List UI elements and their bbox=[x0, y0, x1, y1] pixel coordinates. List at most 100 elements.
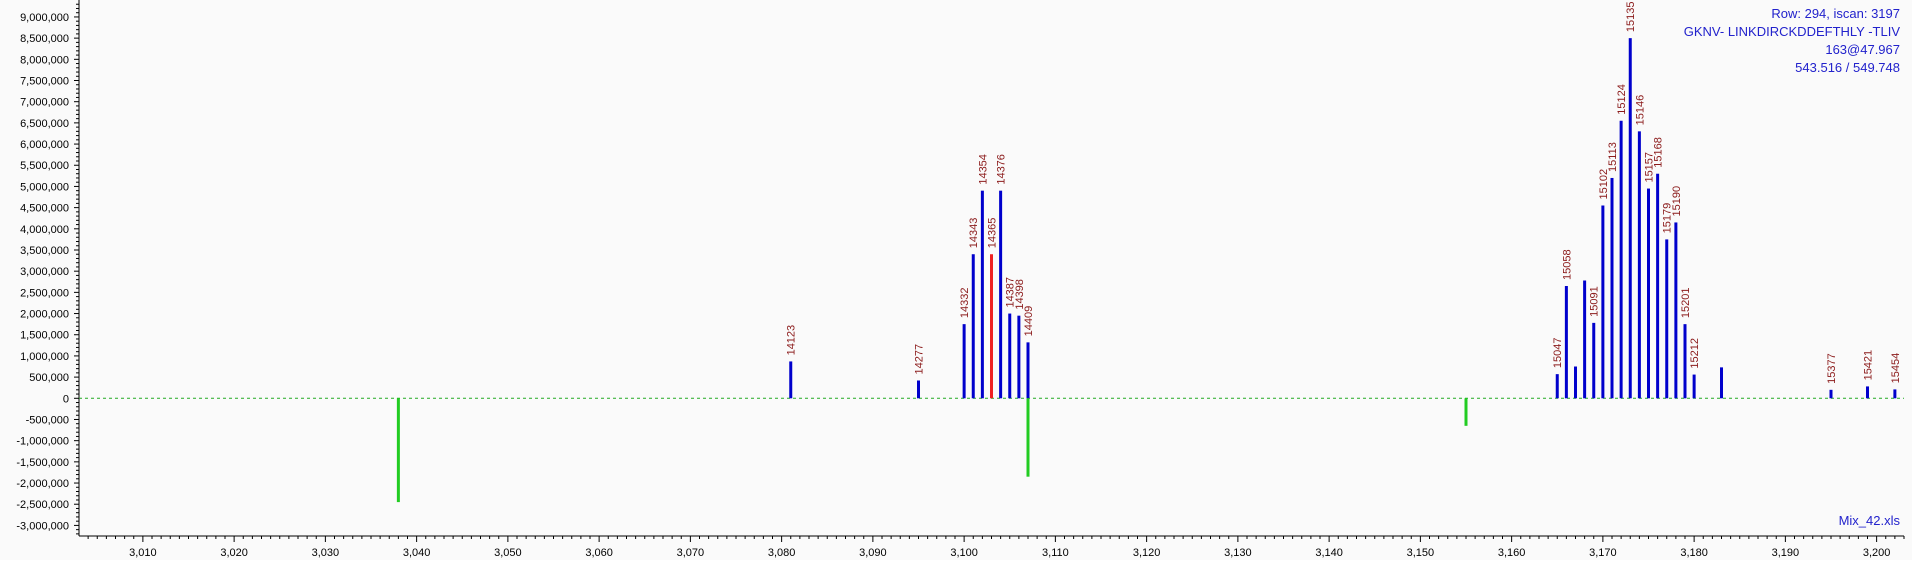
red-bar bbox=[990, 254, 993, 399]
info-charge-rt-text: 163@47.967 bbox=[1825, 42, 1900, 57]
blue-bar bbox=[1674, 222, 1678, 399]
blue-bar bbox=[1564, 286, 1568, 399]
info-sequence-text: GKNV- LINKDIRCKDDEFTHLY -TLIV bbox=[1684, 24, 1901, 39]
peak-label: 15201 bbox=[1680, 288, 1692, 319]
peak-label: 14376 bbox=[996, 154, 1008, 185]
blue-bar bbox=[917, 380, 920, 399]
x-tick-label: 3,010 bbox=[129, 547, 157, 559]
blue-bar bbox=[1026, 342, 1030, 399]
x-tick-label: 3,090 bbox=[859, 547, 887, 559]
y-tick-label: 1,000,000 bbox=[20, 351, 69, 363]
peak-label: 15091 bbox=[1589, 286, 1601, 317]
blue-bar bbox=[971, 254, 975, 399]
x-tick-label: 3,020 bbox=[220, 547, 248, 559]
y-tick-label: 8,500,000 bbox=[20, 33, 69, 45]
filename-text: Mix_42.xls bbox=[1839, 513, 1901, 528]
blue-bar bbox=[1628, 38, 1632, 399]
peak-label: 15157 bbox=[1644, 152, 1656, 183]
blue-bar bbox=[999, 190, 1003, 399]
y-tick-label: 500,000 bbox=[29, 372, 69, 384]
info-mz-text: 543.516 / 549.748 bbox=[1795, 60, 1900, 75]
peak-label: 15454 bbox=[1890, 353, 1902, 384]
x-tick-label: 3,120 bbox=[1133, 547, 1161, 559]
y-tick-label: 6,000,000 bbox=[20, 139, 69, 151]
peak-label: 15190 bbox=[1671, 186, 1683, 217]
y-tick-label: -1,500,000 bbox=[16, 457, 69, 469]
blue-bar bbox=[980, 190, 984, 399]
blue-bar bbox=[1829, 389, 1833, 399]
x-tick-label: 3,170 bbox=[1589, 547, 1617, 559]
peak-label: 15113 bbox=[1607, 142, 1619, 172]
blue-bar bbox=[1665, 239, 1669, 399]
y-tick-label: 3,500,000 bbox=[20, 245, 69, 257]
y-tick-label: 4,500,000 bbox=[20, 203, 69, 215]
y-tick-label: 9,000,000 bbox=[20, 12, 69, 24]
y-tick-label: -500,000 bbox=[26, 414, 69, 426]
x-tick-label: 3,160 bbox=[1498, 547, 1526, 559]
blue-bar bbox=[1619, 120, 1623, 399]
peak-label: 15212 bbox=[1689, 338, 1701, 369]
x-tick-label: 3,060 bbox=[585, 547, 613, 559]
blue-bar bbox=[962, 324, 966, 399]
peak-label: 14123 bbox=[786, 325, 798, 356]
green-bar bbox=[1026, 398, 1030, 477]
peak-label: 14277 bbox=[914, 344, 926, 375]
x-tick-label: 3,080 bbox=[768, 547, 796, 559]
peak-label: 15047 bbox=[1552, 338, 1564, 369]
y-tick-label: -3,000,000 bbox=[16, 520, 69, 532]
peak-label: 15102 bbox=[1598, 169, 1610, 200]
blue-bar bbox=[789, 361, 793, 399]
peak-label: 15135 bbox=[1625, 2, 1637, 33]
x-tick-label: 3,110 bbox=[1042, 547, 1069, 559]
y-tick-label: -2,500,000 bbox=[16, 499, 69, 511]
axes: -3,000,000 -2,500,000 -2,000,000 -1,500,000… bbox=[16, 0, 1905, 559]
blue-bar bbox=[1017, 315, 1021, 399]
y-tick-label: 8,000,000 bbox=[20, 54, 69, 66]
x-tick-label: 3,050 bbox=[494, 547, 522, 559]
peak-label: 14354 bbox=[977, 154, 989, 185]
peak-label: 15421 bbox=[1863, 350, 1875, 381]
blue-bar bbox=[1656, 173, 1660, 399]
x-tick-label: 3,130 bbox=[1224, 547, 1252, 559]
peak-label: 15377 bbox=[1826, 353, 1838, 384]
blue-bar bbox=[1592, 322, 1596, 399]
peak-label: 14343 bbox=[968, 218, 980, 249]
peak-label: 15146 bbox=[1634, 95, 1646, 126]
peak-label: 14409 bbox=[1023, 306, 1035, 337]
blue-bar bbox=[1574, 366, 1577, 399]
info-scan-text: Row: 294, iscan: 3197 bbox=[1771, 6, 1900, 21]
peak-label: 14365 bbox=[987, 218, 999, 249]
x-tick-label: 3,140 bbox=[1315, 547, 1343, 559]
y-tick-label: 5,000,000 bbox=[20, 181, 69, 193]
x-tick-label: 3,180 bbox=[1680, 547, 1708, 559]
y-tick-label: 7,000,000 bbox=[20, 97, 69, 109]
blue-bar bbox=[1720, 367, 1723, 399]
peak-label: 15058 bbox=[1561, 249, 1573, 280]
x-tick-label: 3,040 bbox=[403, 547, 431, 559]
y-tick-label: 6,500,000 bbox=[20, 118, 69, 130]
y-tick-label: 0 bbox=[63, 393, 69, 405]
peak-label: 15179 bbox=[1662, 203, 1674, 234]
y-tick-label: 4,000,000 bbox=[20, 224, 69, 236]
blue-bar bbox=[1866, 386, 1869, 399]
peak-label: 14387 bbox=[1005, 277, 1017, 308]
peak-label: 14332 bbox=[959, 288, 971, 319]
y-tick-label: 1,500,000 bbox=[20, 330, 69, 342]
green-bar bbox=[396, 398, 400, 503]
peak-label: 15168 bbox=[1653, 137, 1665, 168]
green-bar bbox=[1464, 398, 1468, 426]
x-tick-label: 3,150 bbox=[1407, 547, 1435, 559]
blue-bar bbox=[1893, 389, 1897, 399]
blue-bar bbox=[1683, 324, 1687, 399]
blue-bar bbox=[1692, 374, 1696, 399]
blue-bar bbox=[1583, 280, 1587, 399]
y-tick-label: 3,000,000 bbox=[20, 266, 69, 278]
y-tick-label: 2,500,000 bbox=[20, 287, 69, 299]
blue-bar bbox=[1555, 374, 1559, 399]
x-tick-label: 3,100 bbox=[950, 547, 978, 559]
y-tick-label: 5,500,000 bbox=[20, 160, 69, 172]
blue-bar bbox=[1610, 177, 1614, 399]
